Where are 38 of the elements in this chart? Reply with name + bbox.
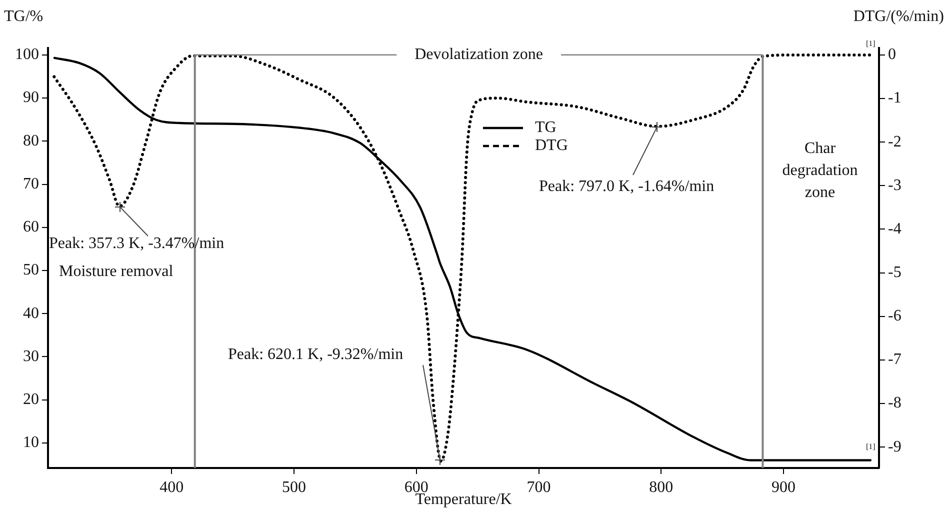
y2-tick-label: -5: [888, 264, 902, 282]
y-axis-title: TG/%: [4, 8, 44, 26]
y-tick-label: 70: [23, 175, 39, 192]
y2-tick-label: -3: [888, 176, 902, 194]
ref-line-label: Devolatization zone: [414, 46, 543, 64]
annotation: Moisture removal: [59, 263, 174, 280]
y2-tick-label: -1: [888, 90, 902, 107]
x-axis-title: Temperature/K: [415, 491, 512, 508]
annotation: [1]: [866, 442, 876, 452]
legend-label: TG: [535, 119, 557, 136]
y-tick-label: 60: [23, 218, 39, 236]
y2-tick-label: -8: [888, 394, 902, 412]
x-tick-label: 900: [772, 478, 796, 496]
annotation: Char degradation zone: [782, 140, 858, 202]
y2-tick-label: -7: [888, 351, 902, 368]
y-tick-label: 90: [23, 89, 39, 106]
y-tick-label: 40: [23, 304, 39, 322]
legend-label: DTG: [535, 137, 568, 154]
y2-tick-label: -6: [888, 308, 902, 325]
annotation: Peak: 797.0 K, -1.64%/min: [539, 178, 714, 196]
annotation: Peak: 620.1 K, -9.32%/min: [228, 346, 404, 364]
y2-axis-title: DTG/(%/min): [853, 8, 944, 26]
y-tick-label: 100: [15, 46, 39, 64]
y-tick-label: 30: [23, 348, 39, 365]
y2-tick-label: 0: [888, 46, 896, 64]
y-tick-label: 10: [23, 434, 39, 452]
annotation: [1]: [866, 39, 876, 48]
y2-tick-label: -9: [888, 438, 902, 456]
y2-tick-label: -4: [888, 220, 902, 238]
x-tick-label: 700: [526, 478, 551, 496]
x-tick-label: 500: [282, 478, 306, 496]
y2-tick-label: -2: [888, 133, 902, 150]
y-tick-label: 50: [23, 262, 39, 279]
annotation: Peak: 357.3 K, -3.47%/min: [49, 235, 224, 252]
x-tick-label: 800: [649, 478, 674, 496]
y-tick-label: 80: [23, 132, 39, 150]
x-tick-label: 400: [160, 478, 184, 496]
y-tick-label: 20: [23, 391, 39, 408]
